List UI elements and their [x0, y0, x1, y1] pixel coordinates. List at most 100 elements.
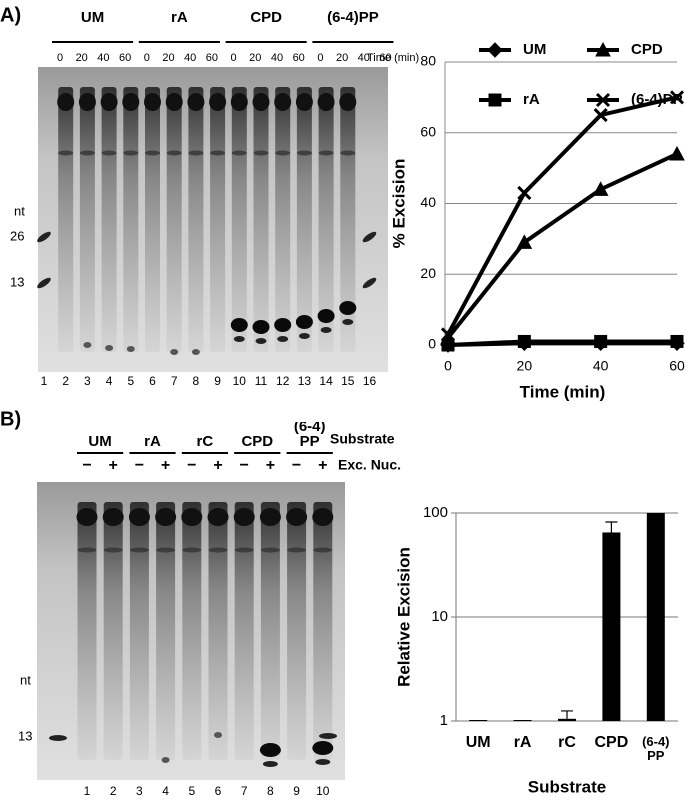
panel-label: A)	[0, 4, 21, 26]
marker	[669, 145, 685, 161]
gel-product-band	[320, 327, 332, 333]
gel-product-band	[274, 318, 292, 332]
gel-faint-band	[105, 345, 114, 351]
gel-marker-band	[49, 735, 67, 741]
gel-band	[182, 547, 202, 553]
y-tick-label: 100	[423, 504, 448, 521]
gel-band	[253, 150, 269, 156]
gel-product-band	[295, 315, 313, 329]
gel-marker-band	[362, 231, 377, 243]
time-label: 20	[249, 52, 261, 64]
time-label: 60	[293, 52, 305, 64]
gel-band	[144, 93, 161, 111]
time-label: 20	[162, 52, 174, 64]
y-tick-label: 20	[420, 265, 436, 281]
gel-band	[231, 150, 247, 156]
lane-number: 2	[62, 374, 69, 388]
legend-marker	[595, 41, 611, 57]
group-label: rA	[171, 9, 188, 26]
bar	[558, 718, 576, 721]
lane-number: 9	[214, 374, 221, 388]
row-label: Substrate	[330, 431, 395, 447]
y-tick-label: 0	[428, 336, 436, 352]
gel-product-band	[230, 318, 248, 332]
treatment-sign: +	[109, 457, 118, 474]
treatment-sign: −	[292, 457, 301, 474]
size-marker: 26	[10, 228, 24, 243]
gel-band	[340, 150, 356, 156]
group-label: (6-4) PP	[293, 422, 326, 451]
time-label: 40	[97, 52, 109, 64]
gel-lane-smear	[123, 87, 139, 352]
gel-band	[155, 508, 177, 526]
series-line	[447, 339, 677, 347]
treatment-sign: +	[318, 457, 327, 474]
gel-band	[274, 93, 292, 111]
panel-label: B)	[0, 408, 21, 430]
group-label: UM	[81, 9, 104, 26]
gel-band	[208, 547, 228, 553]
x-tick-label: 40	[593, 358, 609, 374]
gel-band	[79, 150, 95, 156]
gel-band	[233, 508, 255, 526]
treatment-sign: +	[266, 457, 275, 474]
x-tick-label-box: UM	[466, 735, 491, 751]
time-label: 60	[119, 52, 131, 64]
lane-number: 5	[127, 374, 134, 388]
gel-band	[287, 547, 307, 553]
gel-band	[339, 93, 357, 111]
gel-band	[275, 150, 291, 156]
marker	[592, 181, 609, 196]
gel-lane-smear	[166, 87, 182, 352]
gel-band	[129, 547, 149, 553]
gel-product-band	[315, 759, 331, 765]
time-label: 20	[336, 52, 348, 64]
gel-marker-band	[37, 231, 51, 243]
gel-lane-smear	[275, 87, 291, 352]
treatment-sign: −	[240, 457, 249, 474]
gel-band	[317, 93, 335, 111]
legend-label: rA	[523, 91, 540, 108]
gel-band	[100, 93, 118, 111]
gel-band	[103, 547, 123, 553]
x-tick-label: rC	[558, 735, 576, 751]
gel-band	[128, 508, 150, 526]
gel-marker-band	[37, 277, 51, 289]
time-label: 0	[57, 52, 63, 64]
gel-product-band	[262, 761, 278, 767]
time-label: 0	[144, 52, 150, 64]
gel-product-band	[298, 333, 310, 339]
legend-marker	[488, 93, 502, 107]
gel-lane-smear	[182, 502, 202, 760]
group-label: (6-4)PP	[327, 9, 379, 26]
marker	[594, 334, 608, 348]
gel-product-band	[252, 320, 270, 334]
gel-lane-smear	[103, 502, 123, 760]
treatment-sign: −	[187, 457, 196, 474]
size-unit: nt	[20, 672, 31, 687]
legend-marker	[595, 92, 611, 108]
group-label: CPD	[241, 433, 274, 451]
lane-number: 3	[136, 784, 143, 798]
gel-band	[58, 150, 74, 156]
lane-number: 7	[171, 374, 178, 388]
gel-band	[166, 150, 182, 156]
gel-lane-smear	[231, 87, 247, 352]
marker	[517, 334, 531, 348]
bar	[469, 720, 488, 721]
lane-number: 7	[241, 784, 248, 798]
group-label: UM	[88, 433, 112, 451]
gel-band	[122, 93, 140, 111]
gel-faint-band	[83, 342, 92, 348]
lane-number: 5	[188, 784, 195, 798]
gel-band	[187, 93, 205, 111]
lane-number: 10	[316, 784, 330, 798]
x-tick-label: (6-4) PP	[642, 735, 670, 763]
lane-number: 1	[84, 784, 91, 798]
group-label-box: UM	[88, 433, 112, 451]
legend-label: (6-4)PP	[631, 91, 683, 108]
lane-number: 6	[149, 374, 156, 388]
marker	[516, 234, 533, 249]
gel-band	[181, 508, 203, 526]
group-label-box: (6-4) PP	[293, 422, 326, 451]
